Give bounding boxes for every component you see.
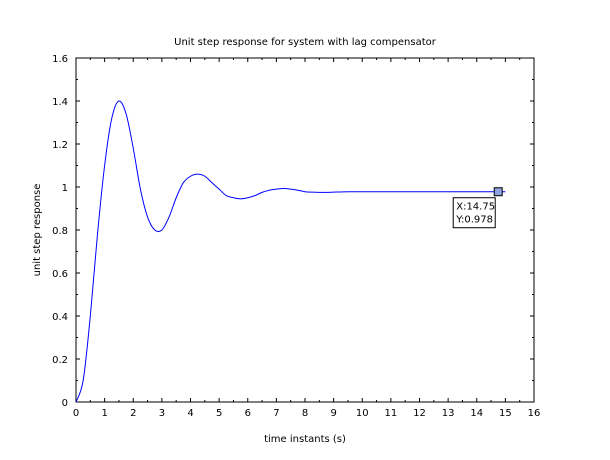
x-tick-label: 11 <box>385 408 398 419</box>
x-tick-label: 16 <box>528 408 541 419</box>
datatip-marker[interactable] <box>493 187 503 197</box>
y-tick-label: 1.2 <box>52 140 68 151</box>
y-tick-label: 1.4 <box>52 97 68 108</box>
x-tick-label: 7 <box>273 408 279 419</box>
y-tick-label: 1.6 <box>52 54 68 65</box>
x-tick-label: 0 <box>73 408 79 419</box>
x-tick-label: 5 <box>216 408 222 419</box>
y-tick-label: 0.4 <box>52 312 68 323</box>
y-tick-label: 0 <box>62 398 68 409</box>
x-axis: 0 1 2 3 4 5 6 7 8 9 10 11 12 13 14 15 16 <box>73 58 541 419</box>
x-tick-label: 14 <box>470 408 483 419</box>
y-axis: 0 0.2 0.4 0.6 0.8 1 1.2 1.4 1.6 <box>52 54 534 409</box>
x-tick-label: 4 <box>187 408 193 419</box>
x-tick-label: 3 <box>159 408 165 419</box>
y-tick-label: 0.6 <box>52 269 68 280</box>
datatip-y-label: Y:0.978 <box>455 215 493 226</box>
datatip-box <box>452 197 496 229</box>
x-tick-label: 1 <box>101 408 107 419</box>
x-tick-label: 12 <box>413 408 426 419</box>
chart-title: Unit step response for system with lag c… <box>174 37 437 48</box>
x-tick-label: 15 <box>499 408 512 419</box>
x-tick-label: 13 <box>442 408 455 419</box>
x-axis-label: time instants (s) <box>264 434 346 445</box>
y-axis-label: unit step response <box>32 184 43 277</box>
x-tick-label: 9 <box>330 408 336 419</box>
y-tick-label: 0.8 <box>52 226 68 237</box>
x-tick-label: 10 <box>356 408 369 419</box>
datatip[interactable]: X:14.75 Y:0.978 <box>452 187 503 229</box>
series-line <box>75 100 506 403</box>
x-tick-label: 2 <box>130 408 136 419</box>
y-tick-label: 1 <box>62 183 68 194</box>
y-tick-label: 0.2 <box>52 355 68 366</box>
plot-frame <box>75 57 535 403</box>
datatip-x-label: X:14.75 <box>456 202 495 213</box>
x-tick-label: 6 <box>245 408 251 419</box>
x-tick-label: 8 <box>302 408 308 419</box>
